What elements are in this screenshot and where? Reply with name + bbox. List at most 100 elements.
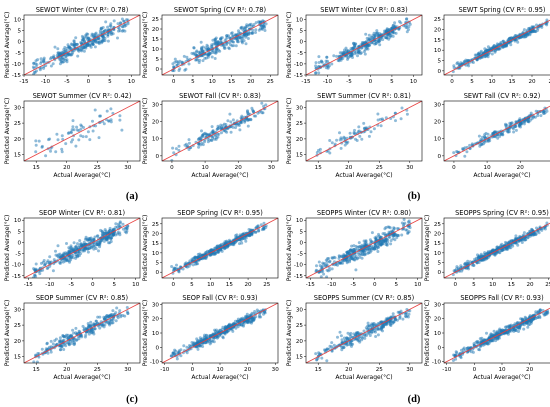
data-point [109, 31, 113, 35]
data-point [35, 63, 39, 67]
data-point [42, 66, 46, 70]
axes-frame [443, 100, 550, 162]
y-tick-label: 15 [152, 241, 160, 247]
data-point [221, 335, 225, 339]
y-axis-label: Predicted Average(°C) [286, 215, 293, 282]
y-tick-label: 10 [14, 17, 22, 23]
data-point [220, 36, 224, 40]
data-point [51, 342, 55, 346]
data-point [317, 71, 321, 75]
data-point [324, 66, 328, 70]
data-point [234, 44, 238, 48]
data-point [211, 49, 215, 53]
data-point [317, 55, 321, 59]
data-point [399, 117, 403, 121]
data-point [314, 61, 318, 65]
data-point [213, 51, 217, 55]
data-point [320, 60, 324, 64]
chart-title: SEWOT Spring (CV R²: 0.78) [174, 6, 266, 14]
data-point [96, 315, 100, 319]
chart-panel-2: SEWOT Spring (CV R²: 0.78)0 5 10 15 20 250510… [142, 6, 279, 85]
y-tick-label: 30 [14, 307, 22, 313]
data-point [246, 24, 249, 28]
data-point [81, 36, 85, 40]
data-point [104, 28, 108, 32]
data-point [338, 330, 342, 334]
data-point [82, 328, 86, 332]
data-point [119, 313, 123, 317]
data-point [408, 22, 412, 26]
data-point [363, 253, 366, 257]
data-point [122, 19, 126, 23]
data-point [466, 259, 470, 263]
plot-area [24, 218, 140, 278]
x-tick-label: 20 [345, 367, 353, 373]
data-point [391, 320, 395, 324]
data-point [187, 141, 191, 145]
data-point [330, 341, 334, 345]
data-point [62, 348, 66, 351]
data-point [483, 135, 487, 139]
data-point [483, 251, 487, 255]
data-point [60, 134, 64, 138]
data-point [263, 310, 266, 314]
plot-area [162, 218, 278, 278]
data-point [45, 260, 49, 264]
data-point [357, 241, 361, 245]
data-point [522, 327, 526, 331]
data-point [45, 267, 49, 270]
data-point [101, 35, 105, 39]
data-point [495, 133, 499, 137]
data-point [97, 136, 101, 140]
data-point [325, 348, 329, 352]
identity-line [306, 15, 422, 75]
chart-panel-4: SEWOT Fall (CV R²: 0.83)0 10 20 300102030Ac… [142, 92, 279, 179]
data-point [90, 42, 94, 46]
data-point [91, 119, 94, 123]
x-tick-label: 25 [376, 367, 384, 373]
data-point [235, 319, 239, 323]
data-point [70, 334, 74, 338]
data-point [32, 61, 36, 65]
data-point [344, 342, 348, 346]
y-tick-label: 0 [155, 345, 159, 351]
data-point [320, 265, 324, 269]
data-point [516, 243, 520, 247]
data-point [44, 64, 48, 68]
data-point [219, 38, 223, 42]
data-point [376, 250, 380, 253]
data-point [87, 238, 91, 242]
data-point [366, 247, 370, 251]
data-point [237, 29, 240, 33]
data-point [376, 33, 380, 37]
data-point [109, 120, 113, 124]
data-point [478, 144, 482, 148]
x-tick-label: 15 [315, 367, 323, 373]
data-point [384, 29, 388, 33]
data-point [70, 341, 74, 345]
y-tick-label: 20 [152, 120, 160, 126]
data-point [249, 118, 253, 122]
y-tick-label: 10 [434, 137, 442, 143]
data-point [372, 127, 376, 131]
data-point [365, 327, 369, 331]
data-point [188, 344, 191, 347]
data-point [477, 261, 481, 264]
data-point [330, 62, 334, 66]
data-point [517, 330, 520, 333]
data-point [514, 38, 518, 42]
data-point [463, 349, 467, 352]
data-point [225, 130, 229, 134]
data-point [118, 118, 122, 122]
x-tick-label: -15 [24, 282, 34, 288]
data-point [192, 46, 196, 50]
identity-line [162, 101, 278, 161]
data-point [56, 138, 60, 142]
data-point [70, 52, 74, 56]
data-point [53, 45, 57, 49]
data-point [185, 265, 189, 269]
data-point [173, 352, 177, 356]
data-point [124, 23, 128, 27]
x-tick-label: 25 [376, 165, 384, 171]
data-point [35, 69, 38, 73]
